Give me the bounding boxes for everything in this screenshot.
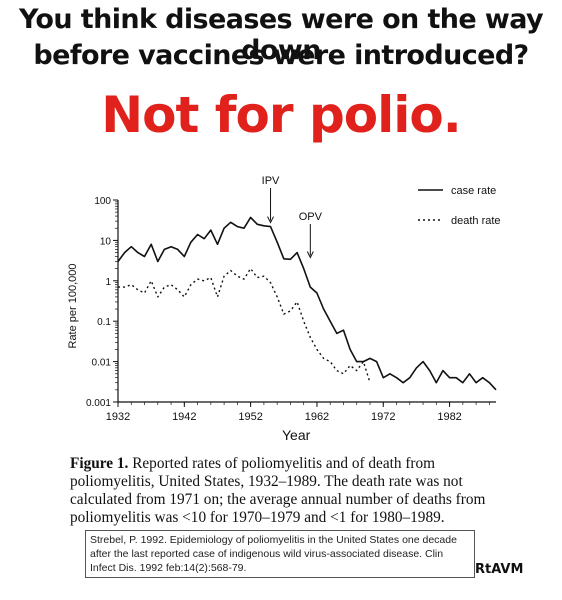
citation-box: Strebel, P. 1992. Epidemiology of poliom… [85,530,475,578]
x-tick-label: 1962 [305,411,329,423]
headline-line-1: You think diseases were on the way down [18,4,544,66]
y-tick-label: 10 [100,236,112,247]
y-tick-label: 100 [94,196,111,207]
y-tick-label: 0.1 [97,317,111,328]
polio-chart: 100 10 1 0.1 0.01 0.001 1932 1942 1952 1962 1972 19… [67,175,501,443]
x-tick-label: 1942 [172,411,196,423]
series-line-death-rate [118,267,371,383]
x-tick-label: 1972 [371,411,395,423]
figure-caption: Figure 1. Reported rates of poliomyeliti… [70,455,510,527]
y-tick-label: 1 [105,277,111,288]
annotation-ipv: IPV [262,175,280,187]
x-tick-label: 1982 [437,411,461,423]
annotation-arrowhead-ipv [267,216,274,224]
y-axis-title: Rate per 100,000 [67,263,79,348]
series-line-case-rate [117,216,497,391]
headline-emphasis: Not for polio. [101,86,461,144]
annotation-arrowhead-opv [306,251,314,259]
legend-label-case-rate: case rate [451,185,496,197]
figure-caption-text: Reported rates of poliomyelitis and of d… [70,455,486,526]
figure-caption-label: Figure 1. [70,455,129,472]
credit-label: RtAVM [475,562,524,577]
headline-line-2: before vaccines were introduced? [33,40,529,71]
annotation-opv: OPV [299,211,323,223]
x-axis-title: Year [282,427,311,443]
x-tick-label: 1952 [238,411,262,423]
x-tick-label: 1932 [106,411,130,423]
y-tick-label: 0.001 [86,398,111,409]
legend-label-death-rate: death rate [451,215,501,227]
y-tick-label: 0.01 [92,358,112,369]
